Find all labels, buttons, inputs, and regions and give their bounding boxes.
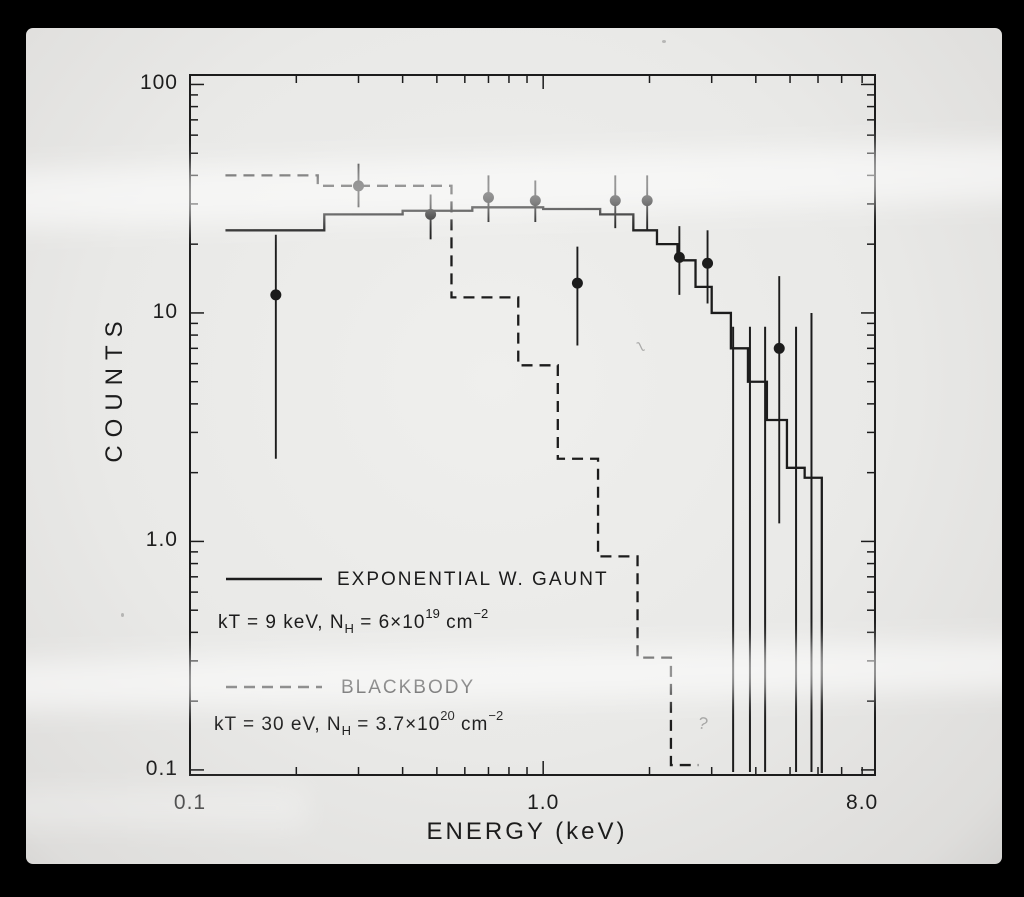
formula-segment: = 6×10 <box>353 612 426 633</box>
formula-segment: −2 <box>473 606 489 621</box>
data-point <box>641 195 653 207</box>
data-point <box>482 192 494 204</box>
data-point <box>571 277 583 289</box>
legend-formula-exponential-gaunt: kT = 9 keV, NH = 6×1019 cm−2 <box>218 606 488 636</box>
plot-border <box>189 74 876 776</box>
legend-line-solid <box>226 577 322 581</box>
legend-label-blackbody: BLACKBODY <box>341 677 476 698</box>
formula-segment: 19 <box>425 606 440 621</box>
legend-label-exponential-gaunt: EXPONENTIAL W. GAUNT <box>337 569 609 590</box>
formula-segment: kT = 30 eV, N <box>214 714 342 735</box>
data-point <box>702 257 714 269</box>
formula-segment: 20 <box>440 708 455 723</box>
formula-segment: H <box>341 723 351 738</box>
data-point <box>673 251 685 263</box>
data-point <box>425 208 437 220</box>
legend-formula-blackbody: kT = 30 eV, NH = 3.7×1020 cm−2 <box>214 708 503 738</box>
formula-segment: −2 <box>488 708 504 723</box>
data-point <box>773 342 785 354</box>
formula-segment: = 3.7×10 <box>351 714 441 735</box>
data-point <box>353 180 365 192</box>
y-axis-title: COUNTS <box>101 313 128 463</box>
legend-line-dashed <box>226 685 322 689</box>
formula-segment: kT = 9 keV, N <box>218 612 345 633</box>
x-axis-title: ENERGY (keV) <box>426 818 628 845</box>
formula-segment: H <box>344 621 354 636</box>
data-point <box>270 289 282 301</box>
data-point <box>609 195 621 207</box>
formula-segment: cm <box>454 714 489 735</box>
formula-segment: cm <box>439 612 474 633</box>
data-point <box>529 195 541 207</box>
